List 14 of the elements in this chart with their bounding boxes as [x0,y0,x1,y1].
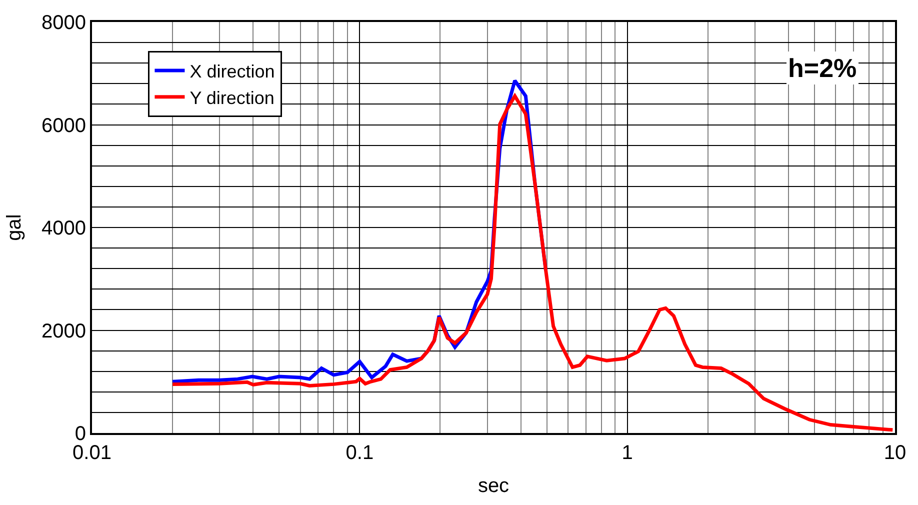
x-tick-label: 0.01 [72,442,112,464]
y-tick-label: 8000 [42,12,86,34]
y-tick-label: 6000 [42,114,86,137]
x-axis-title: sec [478,475,510,497]
y-tick-label: 4000 [42,218,86,240]
y-tick-label: 0 [74,423,86,445]
legend-label: X direction [190,61,275,82]
legend-label: Y direction [190,88,274,108]
x-tick-label: 0.1 [346,442,374,464]
x-tick-label: 1 [622,442,633,464]
x-tick-label: 10 [884,442,906,464]
y-tick-label: 2000 [42,320,86,342]
y-axis-title: gal [4,214,26,241]
annotation: h=2% [788,53,857,83]
